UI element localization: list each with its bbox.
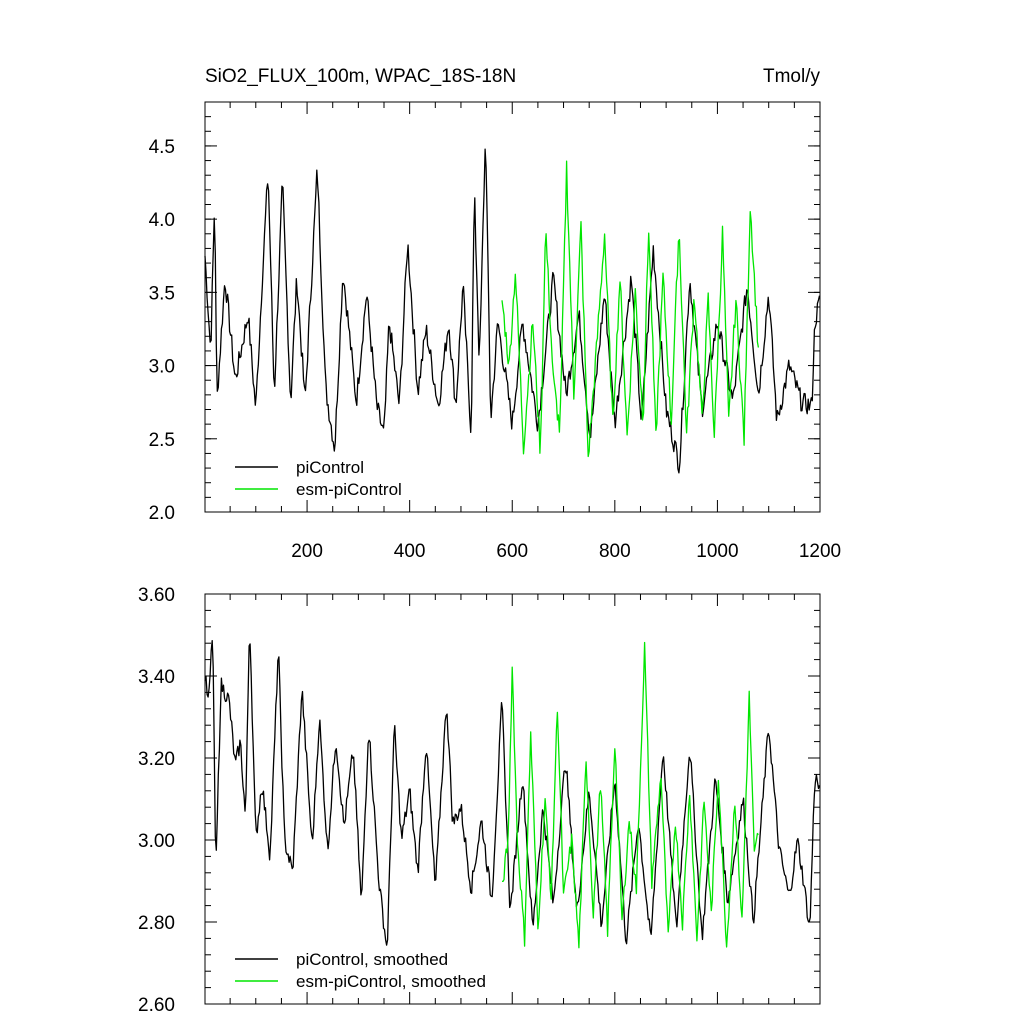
x-tick-label: 600 — [496, 541, 528, 562]
y-tick-label: 3.60 — [138, 585, 175, 606]
y-tick-label: 2.0 — [149, 503, 175, 524]
chart-title: SiO2_FLUX_100m, WPAC_18S-18N — [205, 66, 516, 87]
y-tick-label: 4.5 — [149, 137, 175, 158]
legend: piControl esm-piControl — [235, 458, 402, 499]
y-tick-label: 2.80 — [138, 913, 175, 934]
units-label: Tmol/y — [763, 66, 821, 87]
y-tick-label: 3.40 — [138, 667, 175, 688]
legend-label: esm-piControl — [296, 480, 402, 499]
bottom-panel: 2.60 2.80 3.00 3.20 3.40 3.60 piControl, smoo… — [138, 585, 821, 1016]
y-tick-label: 3.20 — [138, 749, 175, 770]
x-tick-label: 200 — [291, 541, 323, 562]
series-line-esm-picontrol — [502, 641, 759, 949]
x-tick-label: 1200 — [799, 541, 841, 562]
series-group — [204, 148, 821, 474]
top-panel: SiO2_FLUX_100m, WPAC_18S-18N Tmol/y 200 4… — [149, 66, 842, 562]
y-tick-label: 3.00 — [138, 831, 175, 852]
y-tick-label: 2.60 — [138, 995, 175, 1016]
legend-label: esm-piControl, smoothed — [296, 972, 486, 991]
y-tick-label: 2.5 — [149, 430, 175, 451]
plot-frame — [204, 101, 821, 513]
legend: piControl, smoothed esm-piControl, smooth… — [235, 950, 486, 991]
tick-group: 2.60 2.80 3.00 3.20 3.40 3.60 — [138, 585, 821, 1016]
series-group — [204, 639, 821, 949]
y-tick-label: 4.0 — [149, 210, 175, 231]
y-tick-label: 3.5 — [149, 283, 175, 304]
y-tick-label: 3.0 — [149, 357, 175, 378]
legend-label: piControl, smoothed — [296, 950, 448, 969]
series-line-picontrol — [204, 148, 821, 474]
legend-label: piControl — [296, 458, 364, 477]
tick-group: 200 400 600 800 1000 1200 2.0 2.5 3.0 3.5 4.0 4.5 — [149, 102, 841, 562]
plot-frame — [204, 593, 821, 1005]
x-tick-label: 800 — [599, 541, 631, 562]
x-tick-label: 400 — [394, 541, 426, 562]
x-tick-label: 1000 — [696, 541, 738, 562]
series-line-esm-picontrol — [501, 160, 760, 458]
